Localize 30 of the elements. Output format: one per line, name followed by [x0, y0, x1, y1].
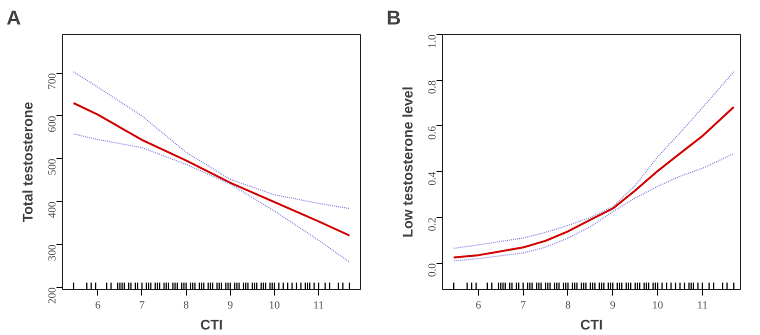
y-tick-label: 0.0: [426, 262, 438, 277]
x-tick-label: 10: [268, 300, 280, 312]
chart-title: A: [6, 8, 21, 30]
x-tick-label: 7: [139, 300, 146, 312]
y-tick-label: 500: [46, 158, 58, 176]
x-tick-label: 10: [652, 300, 664, 312]
x-tick-label: 9: [610, 300, 616, 312]
x-tick-label: 11: [697, 300, 708, 312]
y-tick-label: 600: [46, 115, 58, 132]
y-tick-label: 0.4: [426, 171, 438, 186]
y-tick-label: 0.2: [426, 217, 438, 232]
x-tick-label: 9: [228, 300, 234, 312]
x-tick-label: 11: [313, 300, 324, 312]
x-tick-label: 8: [183, 300, 190, 312]
y-tick-label: 0.6: [426, 125, 438, 140]
x-tick-label: 6: [95, 300, 102, 312]
y-tick-label: 700: [46, 72, 58, 90]
x-tick-label: 8: [565, 300, 572, 312]
x-tick-label: 7: [520, 300, 526, 312]
x-axis-title: CTI: [200, 316, 223, 332]
y-tick-label: 300: [46, 244, 58, 261]
y-tick-label: 1.0: [426, 34, 438, 48]
y-tick-label: 400: [46, 201, 58, 218]
y-axis-title: Total testosterone: [20, 102, 36, 222]
y-axis-title: Low testosterone level: [400, 86, 416, 238]
y-tick-label: 0.8: [426, 80, 438, 94]
chart-title: B: [386, 8, 401, 30]
x-axis-title: CTI: [580, 316, 603, 332]
y-tick-label: 200: [46, 286, 58, 304]
x-tick-label: 6: [476, 300, 482, 312]
